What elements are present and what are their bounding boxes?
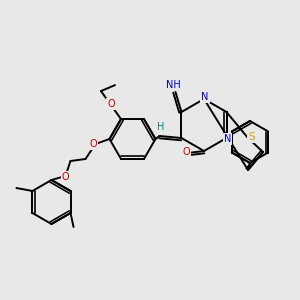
- Text: O: O: [90, 139, 97, 149]
- Text: O: O: [182, 147, 190, 157]
- Text: N: N: [224, 134, 231, 144]
- Text: O: O: [107, 99, 115, 109]
- Text: NH: NH: [166, 80, 181, 90]
- Text: H: H: [157, 122, 164, 132]
- Text: O: O: [62, 172, 69, 182]
- Text: N: N: [201, 92, 209, 102]
- Text: S: S: [249, 132, 255, 142]
